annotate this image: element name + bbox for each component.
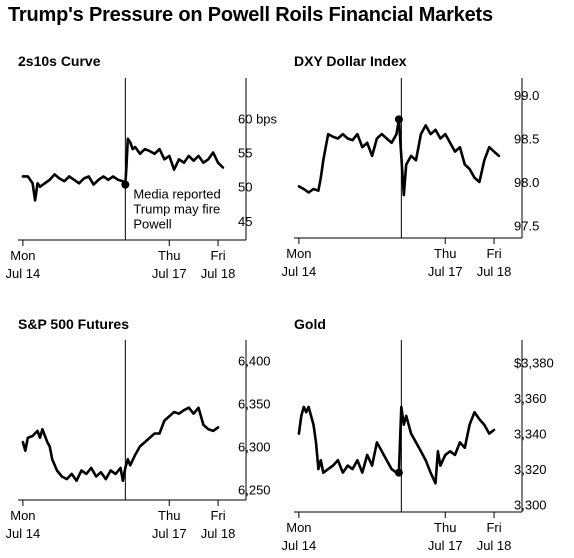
x-tick-day-label: Fri <box>486 246 501 261</box>
x-tick-day-label: Mon <box>286 246 311 261</box>
series-line <box>21 406 220 483</box>
chart-sp500: 6,400 6,350 6,300 6,250 Mon Jul 14 Thu Jul 17 Fr… <box>6 340 271 541</box>
chart-gold: $3,380 3,360 3,340 3,320 3,300 Mon Jul 14 Thu Ju… <box>282 340 554 553</box>
x-tick-date-label: Jul 18 <box>201 266 236 281</box>
y-tick-label: 6,350 <box>238 396 271 411</box>
y-tick-label: 3,300 <box>514 498 547 513</box>
x-tick-day-label: Fri <box>486 520 501 535</box>
x-tick-date-label: Jul 14 <box>6 526 41 541</box>
y-tick-label: 50 <box>238 180 252 195</box>
x-tick-day-label: Mon <box>286 520 311 535</box>
y-tick-label: 3,340 <box>514 427 547 442</box>
chart-title-2s10s: 2s10s Curve <box>18 53 101 69</box>
x-tick-date-label: Jul 14 <box>282 538 317 553</box>
event-marker <box>121 180 130 189</box>
y-tick-label: 3,360 <box>514 391 547 406</box>
x-tick-day-label: Thu <box>158 508 180 523</box>
x-tick-day-label: Fri <box>210 508 225 523</box>
chart-title-dxy: DXY Dollar Index <box>294 53 407 69</box>
x-tick-date-label: Jul 17 <box>152 266 187 281</box>
y-tick-label: 99.0 <box>514 88 539 103</box>
y-tick-label: 55 <box>238 145 252 160</box>
series-line <box>297 117 501 197</box>
x-tick-day-label: Thu <box>434 520 456 535</box>
x-tick-date-label: Jul 18 <box>477 538 512 553</box>
y-tick-label: 98.0 <box>514 175 539 190</box>
x-tick-date-label: Jul 18 <box>477 264 512 279</box>
x-tick-day-label: Mon <box>10 248 35 263</box>
event-marker <box>394 115 403 124</box>
x-tick-date-label: Jul 14 <box>6 266 41 281</box>
annotation-line: Trump may fire <box>133 202 220 217</box>
annotation-line: Powell <box>133 217 171 232</box>
annotation-line: Media reported <box>133 187 220 202</box>
x-tick-date-label: Jul 17 <box>428 538 463 553</box>
page-title: Trump's Pressure on Powell Roils Financi… <box>8 4 493 26</box>
y-tick-label: 3,320 <box>514 462 547 477</box>
x-tick-day-label: Thu <box>434 246 456 261</box>
y-tick-label: 6,250 <box>238 482 271 497</box>
chart-dxy: 99.0 98.5 98.0 97.5 Mon Jul 14 Thu Jul 17 Fri Jul… <box>282 78 539 279</box>
x-tick-date-label: Jul 14 <box>282 264 317 279</box>
x-tick-day-label: Fri <box>210 248 225 263</box>
y-tick-label: 97.5 <box>514 219 539 234</box>
x-tick-date-label: Jul 18 <box>201 526 236 541</box>
x-tick-day-label: Mon <box>10 508 35 523</box>
x-tick-day-label: Thu <box>158 248 180 263</box>
y-tick-label: 6,300 <box>238 439 271 454</box>
y-tick-label: $3,380 <box>514 355 554 370</box>
chart-2s10s: 60 bps 55 50 45 Mon Jul 14 Thu Jul 17 Fri Jul 18 M… <box>6 78 278 281</box>
chart-title-sp500: S&P 500 Futures <box>18 316 130 332</box>
y-tick-label: 98.5 <box>514 131 539 146</box>
series-line <box>297 405 496 485</box>
y-tick-label: 6,400 <box>238 353 271 368</box>
x-tick-date-label: Jul 17 <box>428 264 463 279</box>
x-tick-date-label: Jul 17 <box>152 526 187 541</box>
chart-title-gold: Gold <box>294 316 326 332</box>
y-tick-label: 60 bps <box>238 111 278 126</box>
event-marker <box>394 468 403 477</box>
y-tick-label: 45 <box>238 214 252 229</box>
